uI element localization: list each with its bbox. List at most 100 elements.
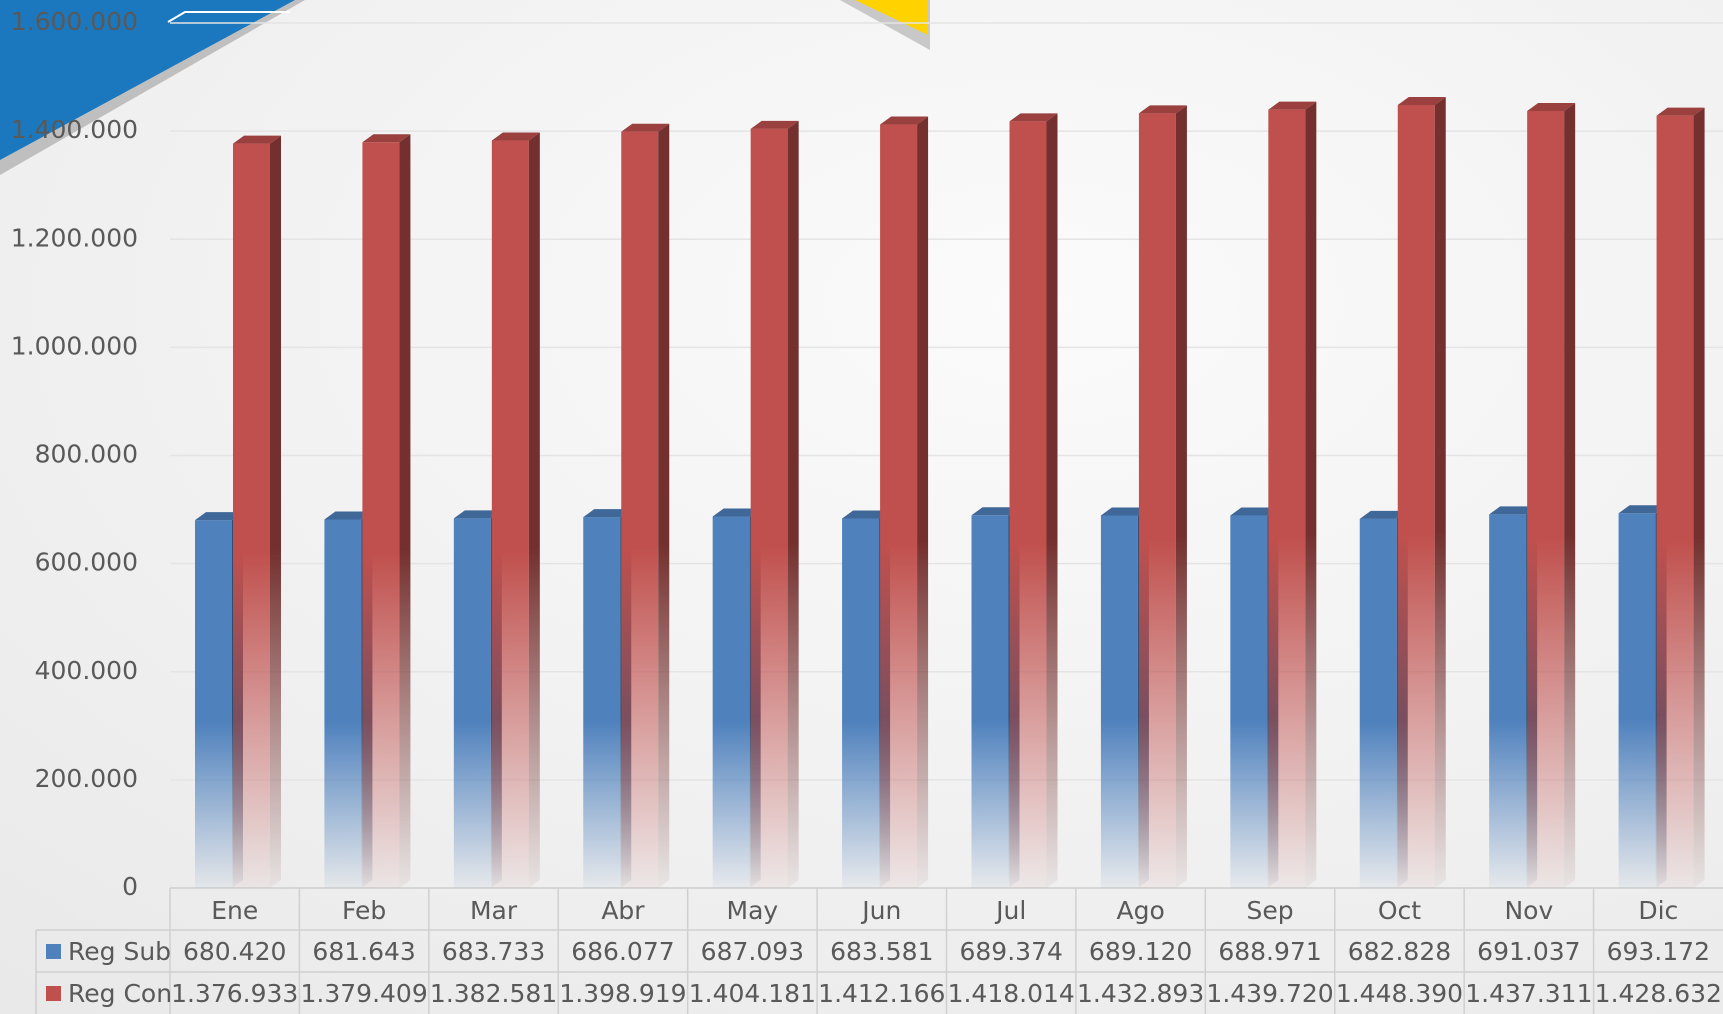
- bar-side: [1175, 105, 1187, 888]
- bar-front: [583, 517, 621, 888]
- x-tick-label: Jul: [994, 896, 1026, 925]
- bar: [1527, 102, 1576, 889]
- table-value: 682.828: [1348, 937, 1451, 966]
- table-value: 681.643: [312, 937, 415, 966]
- bar-top: [324, 511, 373, 520]
- bar-top: [750, 120, 799, 129]
- legend-label: Reg Sub: [68, 937, 171, 966]
- bar: [1268, 101, 1317, 889]
- bar-front: [712, 516, 750, 888]
- bar: [491, 132, 540, 889]
- bar-top: [1009, 113, 1058, 122]
- bar-side: [658, 123, 670, 889]
- bar-top: [583, 509, 632, 518]
- legend-swatch: [46, 944, 61, 959]
- table-value: 687.093: [701, 937, 804, 966]
- legend-swatch: [46, 986, 61, 1001]
- y-tick-label: 600.000: [35, 548, 138, 577]
- bar-top: [1359, 510, 1408, 519]
- bar: [233, 135, 281, 889]
- table-value: 1.379.409: [301, 979, 428, 1008]
- y-tick-label: 200.000: [35, 764, 138, 793]
- bar-top: [1618, 505, 1667, 514]
- bar: [1009, 113, 1058, 889]
- bar-front: [362, 142, 400, 888]
- x-tick-label: Sep: [1246, 896, 1293, 925]
- bar-top: [195, 512, 243, 521]
- table-value: 691.037: [1477, 937, 1580, 966]
- bar-top: [880, 116, 929, 125]
- table-value: 688.971: [1218, 937, 1321, 966]
- x-tick-label: Ene: [211, 896, 258, 925]
- bar-front: [453, 518, 491, 888]
- bar-top: [1100, 507, 1149, 516]
- table-value: 1.412.166: [818, 979, 945, 1008]
- x-tick-label: Ago: [1116, 896, 1164, 925]
- table-value: 689.120: [1089, 937, 1192, 966]
- decor-yellow: [855, 0, 928, 35]
- bar-side: [1046, 113, 1058, 889]
- bar-front: [1618, 513, 1656, 888]
- bar-front: [195, 520, 232, 888]
- bar-front: [750, 128, 788, 889]
- bar-top: [1656, 107, 1705, 116]
- decor-line: [167, 11, 290, 23]
- x-tick-label: Jun: [860, 896, 901, 925]
- decor-blue: [0, 0, 295, 160]
- table-value: 1.404.181: [689, 979, 816, 1008]
- x-tick-label: Feb: [342, 896, 386, 925]
- bar-top: [1489, 506, 1538, 515]
- bar-top: [1397, 96, 1446, 105]
- bar-front: [233, 143, 270, 889]
- bar-side: [270, 135, 281, 889]
- x-tick-label: Oct: [1378, 896, 1421, 925]
- table-value: 683.733: [442, 937, 545, 966]
- x-tick-label: Nov: [1504, 896, 1553, 925]
- bar-front: [1527, 110, 1565, 889]
- bar-top: [842, 510, 891, 519]
- bar-top: [1268, 101, 1317, 110]
- table-value: 1.437.311: [1465, 979, 1592, 1008]
- bar: [1656, 107, 1705, 889]
- x-tick-label: Mar: [470, 896, 518, 925]
- bar-front: [971, 515, 1009, 888]
- bar-front: [1138, 113, 1176, 888]
- bar: [362, 134, 411, 888]
- bar-front: [1100, 515, 1138, 888]
- bar-front: [1009, 121, 1047, 889]
- bar-front: [1397, 104, 1435, 888]
- bar-front: [842, 518, 880, 888]
- bar-top: [362, 134, 411, 143]
- bar-top: [1138, 105, 1187, 114]
- bar: [1397, 96, 1446, 888]
- y-tick-label: 400.000: [35, 656, 138, 685]
- bar: [621, 123, 670, 889]
- bar-side: [1564, 102, 1576, 889]
- y-tick-label: 800.000: [35, 440, 138, 469]
- table-value: 680.420: [183, 937, 286, 966]
- bar-front: [1656, 115, 1694, 889]
- bar-front: [324, 519, 362, 888]
- table-value: 689.374: [960, 937, 1063, 966]
- bar-side: [528, 132, 540, 889]
- bar: [880, 116, 929, 889]
- y-tick-label: 1.200.000: [11, 223, 138, 252]
- table-value: 1.382.581: [430, 979, 557, 1008]
- legend-label: Reg Con: [68, 979, 172, 1008]
- bar-side: [1693, 107, 1705, 889]
- table-value: 1.428.632: [1595, 979, 1722, 1008]
- bar-side: [917, 116, 929, 889]
- y-tick-label: 0: [122, 872, 138, 901]
- table-value: 1.432.893: [1077, 979, 1204, 1008]
- bar-front: [1489, 514, 1527, 888]
- y-tick-label: 1.400.000: [11, 115, 138, 144]
- bar-top: [1527, 102, 1576, 111]
- plot: 0 200.000 400.000 600.000 800.000 1.000.000 1.…: [11, 7, 1723, 1014]
- bar: [750, 120, 799, 889]
- bar-side: [399, 134, 411, 888]
- table-value: 683.581: [830, 937, 933, 966]
- table-value: 1.439.720: [1206, 979, 1333, 1008]
- bar-top: [712, 508, 761, 517]
